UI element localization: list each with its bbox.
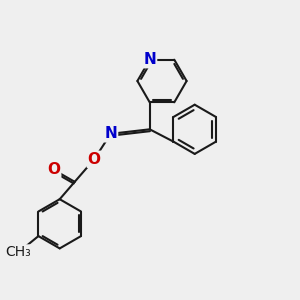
- Text: N: N: [143, 52, 156, 67]
- Text: N: N: [104, 126, 117, 141]
- Text: O: O: [88, 152, 101, 167]
- Text: CH₃: CH₃: [5, 245, 31, 259]
- Text: O: O: [47, 162, 60, 177]
